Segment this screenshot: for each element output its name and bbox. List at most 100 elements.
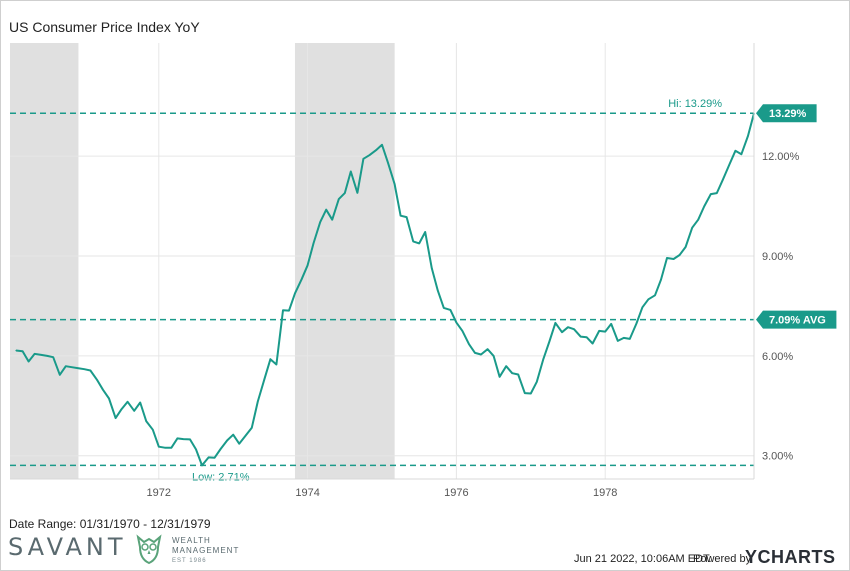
data-point xyxy=(65,365,67,367)
grid-layer xyxy=(10,43,754,479)
data-point xyxy=(245,434,247,436)
data-point xyxy=(697,219,699,221)
data-point xyxy=(121,408,123,410)
value-tag-label: 7.09% AVG xyxy=(769,315,826,327)
data-point xyxy=(443,307,445,309)
data-point xyxy=(734,150,737,152)
reference-lines-layer: Hi: 13.29% Low: 2.71% xyxy=(10,98,754,483)
logo-line2: MANAGEMENT xyxy=(172,546,240,555)
data-point xyxy=(666,257,668,259)
data-point xyxy=(499,376,501,378)
high-label: Hi: 13.29% xyxy=(668,98,722,110)
data-point xyxy=(71,366,73,368)
data-point xyxy=(381,144,383,146)
data-point xyxy=(115,417,117,419)
recession-layer xyxy=(10,43,395,479)
data-point xyxy=(52,356,54,358)
savant-logo: SAVANT WEALTH MANAGEMENT EST 1986 xyxy=(8,531,248,569)
data-point xyxy=(34,353,36,355)
chart-title: US Consumer Price Index YoY xyxy=(9,19,200,35)
data-point xyxy=(307,264,309,266)
data-point xyxy=(133,410,135,412)
data-point xyxy=(554,322,557,324)
data-point xyxy=(263,378,265,380)
ycharts-logo[interactable]: YCHARTS xyxy=(745,547,836,567)
data-point xyxy=(449,309,451,311)
data-point xyxy=(592,342,594,345)
data-point xyxy=(319,221,321,223)
data-point xyxy=(394,183,396,185)
data-point xyxy=(524,392,526,394)
data-point xyxy=(493,355,495,357)
powered-by-label: Powered by xyxy=(693,553,752,565)
data-point xyxy=(641,306,644,308)
data-point xyxy=(139,401,141,404)
data-point xyxy=(22,350,24,352)
data-point xyxy=(387,162,389,164)
data-point xyxy=(83,368,85,370)
footer-timestamp: Jun 21 2022, 10:06AM EDT. xyxy=(574,553,712,565)
data-point xyxy=(275,363,277,366)
data-point xyxy=(424,231,426,233)
data-point xyxy=(629,338,631,340)
data-point xyxy=(189,438,191,440)
data-point xyxy=(710,193,712,195)
data-point xyxy=(164,447,166,449)
data-point xyxy=(46,355,48,357)
data-point xyxy=(511,372,513,374)
data-point xyxy=(362,158,364,160)
data-point xyxy=(195,448,197,450)
data-point xyxy=(232,434,234,436)
data-point xyxy=(474,352,476,354)
data-point xyxy=(208,456,210,458)
low-label: Low: 2.71% xyxy=(192,471,250,483)
data-point xyxy=(480,353,482,356)
data-point xyxy=(226,439,228,441)
data-point xyxy=(257,400,259,403)
recession-band-0 xyxy=(10,43,79,479)
data-point xyxy=(28,360,30,363)
data-point xyxy=(59,374,61,376)
data-point xyxy=(716,192,718,194)
data-point xyxy=(468,343,470,345)
data-point xyxy=(77,367,79,369)
data-point xyxy=(703,205,705,207)
data-point xyxy=(344,192,346,194)
data-point xyxy=(647,298,650,300)
data-point xyxy=(350,170,352,173)
x-tick-label: 1974 xyxy=(295,487,319,499)
data-point xyxy=(127,401,129,403)
data-point xyxy=(747,135,749,137)
logo-line1: WEALTH xyxy=(172,536,211,545)
data-point xyxy=(691,227,693,229)
data-point xyxy=(604,331,606,333)
data-point xyxy=(238,443,240,445)
data-point xyxy=(158,446,160,448)
x-tick-label: 1978 xyxy=(593,487,617,499)
data-point xyxy=(145,420,147,422)
data-point xyxy=(517,373,519,376)
data-point xyxy=(437,290,439,292)
date-range: Date Range: 01/31/1970 - 12/31/1979 xyxy=(9,517,211,531)
data-point xyxy=(375,149,377,151)
data-point xyxy=(251,427,253,429)
data-point xyxy=(294,292,296,294)
data-point xyxy=(536,381,538,383)
data-point xyxy=(412,240,414,242)
series-line-0 xyxy=(15,112,755,467)
recession-band-1 xyxy=(294,43,395,479)
data-point xyxy=(338,198,340,200)
data-point xyxy=(288,310,290,312)
data-point xyxy=(542,358,545,360)
data-point xyxy=(313,242,315,244)
data-point xyxy=(152,429,154,431)
data-point xyxy=(282,309,284,311)
value-tag xyxy=(756,104,817,123)
data-point xyxy=(610,323,612,325)
data-point xyxy=(96,379,98,381)
data-point xyxy=(325,209,327,211)
data-point xyxy=(214,457,216,459)
data-point xyxy=(487,348,489,350)
data-point xyxy=(722,179,724,181)
